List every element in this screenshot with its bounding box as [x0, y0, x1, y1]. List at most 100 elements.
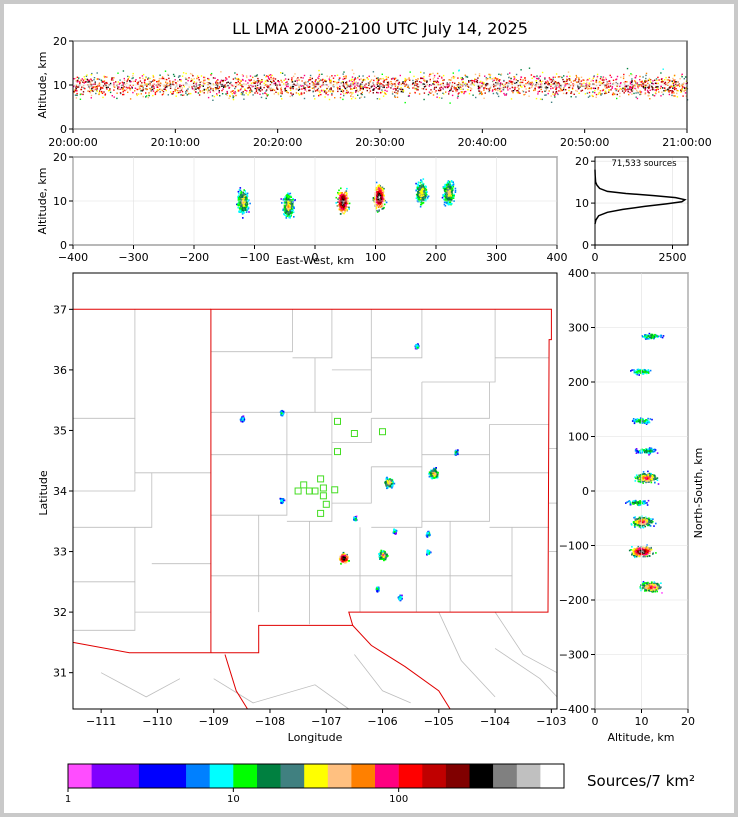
time-source-point — [217, 82, 219, 84]
time-source-point — [214, 87, 217, 89]
time-source-point — [525, 88, 527, 90]
east-west-source-point — [450, 184, 453, 187]
east-west-source-point — [381, 186, 384, 189]
time-source-point — [141, 82, 143, 84]
east-west-source-point — [237, 195, 240, 197]
time-source-point — [307, 84, 309, 87]
time-source-point — [152, 90, 155, 92]
east-west-source-point — [378, 191, 381, 194]
map-source-point — [386, 487, 388, 490]
time-source-point — [405, 83, 408, 86]
east-west-source-point — [422, 194, 425, 197]
time-source-point — [458, 82, 460, 84]
time-source-point — [292, 93, 294, 95]
time-source-point — [554, 96, 556, 98]
time-source-point — [470, 88, 473, 90]
east-west-source-point — [341, 206, 343, 209]
map-source-point — [384, 482, 387, 485]
time-source-point — [644, 81, 646, 83]
east-west-source-point — [452, 194, 454, 197]
east-west-source-point — [422, 199, 425, 201]
time-source-point — [82, 84, 85, 87]
time-source-point — [355, 87, 357, 89]
east-west-source-point — [343, 212, 345, 215]
time-source-point — [270, 78, 272, 80]
time-source-point — [618, 89, 621, 91]
time-source-point — [73, 85, 75, 87]
time-source-point — [235, 78, 237, 81]
time-source-point — [648, 92, 650, 94]
east-west-source-point — [425, 188, 428, 191]
time-source-point — [218, 90, 220, 92]
time-source-point — [660, 95, 662, 97]
time-source-point — [185, 90, 187, 93]
time-source-point — [578, 79, 580, 81]
east-west-source-point — [382, 190, 385, 192]
time-source-point — [612, 83, 614, 85]
east-west-source-point — [287, 202, 289, 205]
time-source-point — [398, 82, 401, 84]
east-west-source-point — [346, 209, 348, 211]
time-source-point — [105, 86, 108, 89]
time-source-point — [676, 96, 679, 98]
east-west-source-point — [446, 188, 448, 191]
time-source-point — [510, 77, 512, 80]
time-source-point — [575, 89, 577, 92]
time-source-point — [607, 83, 610, 85]
time-source-point — [463, 92, 465, 95]
time-source-point — [206, 81, 208, 84]
time-source-point — [659, 87, 662, 90]
time-source-point — [489, 76, 491, 78]
time-source-point — [256, 82, 259, 84]
time-source-point — [631, 80, 633, 82]
time-source-point — [496, 93, 499, 95]
altitude-time-xtick-label: 20:30:00 — [355, 136, 404, 149]
east-west-source-point — [419, 205, 422, 208]
time-source-point — [305, 90, 308, 93]
time-source-point — [259, 90, 262, 92]
time-source-point — [443, 79, 445, 81]
time-source-point — [649, 89, 651, 91]
time-source-point — [446, 83, 448, 85]
time-source-point — [113, 86, 115, 88]
east-west-source-point — [379, 191, 382, 193]
time-source-point — [104, 76, 106, 78]
time-source-point — [685, 82, 687, 85]
time-source-point — [649, 79, 652, 81]
east-west-source-point — [339, 198, 342, 201]
east-west-source-point — [293, 216, 295, 218]
time-source-point — [472, 94, 474, 96]
time-source-point — [179, 91, 181, 93]
time-source-point — [432, 94, 435, 96]
time-source-point — [644, 80, 646, 82]
time-source-point — [287, 85, 289, 88]
time-source-point — [103, 81, 105, 83]
time-source-point — [235, 86, 237, 88]
time-source-point — [545, 82, 547, 84]
time-source-point — [242, 79, 244, 81]
time-source-point — [479, 92, 481, 94]
time-source-point — [501, 83, 504, 85]
time-source-point — [129, 89, 131, 91]
time-source-point — [658, 79, 660, 81]
time-source-point — [478, 73, 481, 75]
time-source-point — [122, 70, 125, 72]
east-west-source-point — [283, 213, 285, 215]
time-source-point — [308, 89, 310, 92]
time-source-point — [329, 79, 331, 82]
time-source-point — [175, 95, 177, 97]
east-west-source-point — [241, 203, 244, 205]
county-boundary — [494, 611, 558, 674]
time-source-point — [642, 83, 644, 85]
time-source-point — [637, 91, 639, 93]
time-source-point — [267, 86, 269, 89]
time-source-point — [240, 93, 242, 95]
time-source-point — [488, 90, 490, 93]
time-source-point — [127, 86, 129, 89]
time-source-point — [418, 93, 421, 95]
east-west-source-point — [341, 209, 343, 211]
time-source-point — [667, 90, 670, 92]
east-west-source-point — [289, 198, 291, 201]
time-source-point — [237, 90, 239, 92]
time-source-point — [75, 97, 78, 99]
